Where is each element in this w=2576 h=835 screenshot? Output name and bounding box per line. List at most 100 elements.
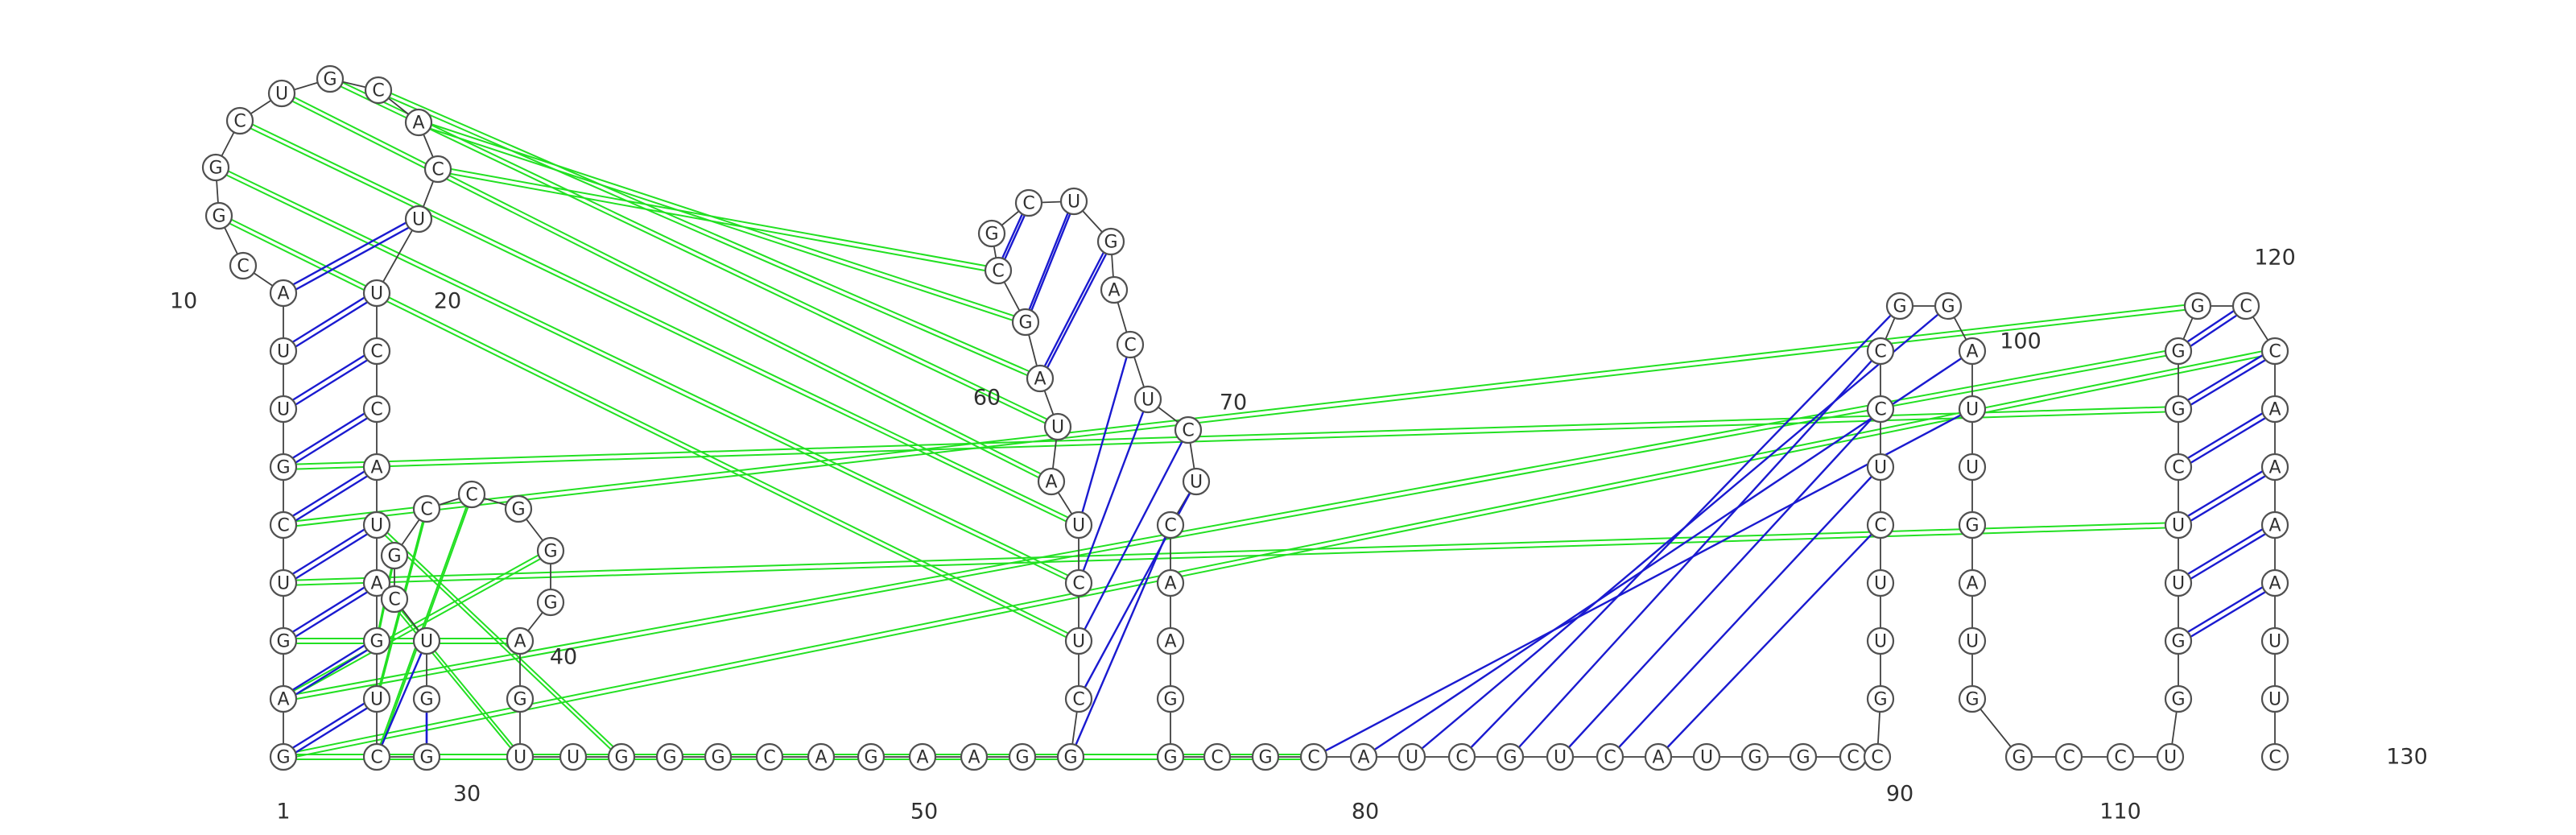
nucleotide-121: A	[2260, 395, 2289, 424]
nucleotide-106: G	[1958, 684, 1987, 713]
base-pair-line	[1411, 305, 1949, 758]
base-pair-line	[2178, 585, 2276, 646]
nucleotide-58: U	[1043, 412, 1072, 441]
base-pair-line	[1024, 204, 1075, 326]
nucleotide-letter: C	[1871, 748, 1883, 768]
nucleotide-77: G	[1251, 742, 1280, 771]
tertiary-interaction-line	[218, 217, 1080, 644]
nucleotide-73: A	[1156, 626, 1185, 655]
tertiary-interaction-line	[283, 348, 2276, 755]
nucleotide-letter: A	[514, 632, 526, 652]
nucleotide-letter: G	[711, 748, 724, 768]
nucleotide-90: C	[1863, 742, 1892, 771]
nucleotide-21: C	[362, 337, 391, 366]
position-label-50: 50	[910, 800, 938, 825]
nucleotide-letter: C	[2062, 748, 2074, 768]
nucleotide-letter: C	[1874, 342, 1886, 362]
nucleotide-letter: C	[388, 590, 400, 610]
nucleotide-letter: G	[1748, 748, 1761, 768]
nucleotide-letter: U	[370, 516, 383, 536]
nucleotide-105: U	[1958, 626, 1987, 655]
nucleotide-126: U	[2260, 684, 2289, 713]
nucleotide-letter: C	[1211, 748, 1223, 768]
nucleotide-letter: U	[1051, 418, 1064, 438]
nucleotide-68: U	[1133, 385, 1162, 414]
nucleotide-letter: C	[2268, 748, 2281, 768]
nucleotide-103: G	[1958, 511, 1987, 539]
nucleotide-29: G	[412, 742, 441, 771]
nucleotide-51: G	[1008, 742, 1037, 771]
nucleotide-76: C	[1203, 742, 1232, 771]
nucleotide-46: C	[755, 742, 784, 771]
nucleotide-letter: U	[567, 748, 580, 768]
position-label-10: 10	[170, 289, 197, 314]
nucleotide-letter: G	[2012, 748, 2025, 768]
nucleotide-letter: G	[1873, 690, 1887, 710]
nucleotide-letter: U	[2268, 690, 2281, 710]
base-pair-line	[1077, 399, 1150, 584]
tertiary-interaction-line	[215, 164, 1080, 581]
nucleotide-17: A	[404, 108, 433, 137]
nucleotide-18: C	[423, 155, 452, 184]
nucleotide-letter: G	[276, 632, 290, 652]
tertiary-interaction-line	[215, 169, 1080, 586]
nucleotide-44: G	[655, 742, 684, 771]
nucleotide-letter: U	[277, 400, 290, 420]
nucleotide-letter: C	[237, 257, 249, 277]
nucleotide-letter: U	[2172, 516, 2185, 536]
nucleotide-10: C	[229, 251, 258, 280]
nucleotide-81: C	[1447, 742, 1476, 771]
nucleotide-letter: G	[1163, 748, 1177, 768]
nucleotide-letter: G	[543, 542, 557, 562]
nucleotide-89: C	[1839, 742, 1868, 771]
nucleotide-71: C	[1156, 511, 1185, 539]
nucleotide-60: G	[1011, 308, 1040, 337]
nucleotide-letter: C	[1022, 194, 1034, 214]
tertiary-interaction-line	[281, 90, 1052, 480]
tertiary-interaction-line	[283, 548, 551, 697]
nucleotide-letter: G	[276, 748, 290, 768]
base-pair-line	[283, 346, 378, 407]
base-pair-line	[283, 578, 378, 639]
nucleotide-letter: C	[277, 516, 289, 536]
nucleotide-letter: G	[2171, 400, 2185, 420]
nucleotide-letter: U	[412, 210, 425, 230]
nucleotide-letter: U	[1874, 574, 1887, 594]
nucleotide-37: G	[536, 536, 565, 565]
nucleotide-15: G	[316, 64, 345, 93]
tertiary-interaction-line	[376, 527, 622, 760]
nucleotide-letter: G	[276, 458, 290, 478]
nucleotide-letter: U	[2164, 748, 2177, 768]
nucleotide-letter: C	[1307, 748, 1319, 768]
nucleotide-20: U	[362, 279, 391, 308]
tertiary-interaction-line	[239, 122, 1080, 528]
nucleotide-28: C	[362, 742, 391, 771]
nucleotide-letter: A	[2268, 400, 2281, 420]
nucleotide-letter: U	[1966, 400, 1979, 420]
nucleotide-57: A	[1037, 467, 1066, 496]
base-pair-line	[1024, 197, 1075, 320]
nucleotide-letter: C	[233, 112, 246, 132]
nucleotide-letter: A	[1034, 370, 1046, 390]
nucleotide-letter: A	[1357, 748, 1369, 768]
tertiary-interaction-line	[418, 124, 1026, 325]
nucleotide-65: G	[1096, 227, 1125, 256]
position-label-90: 90	[1886, 782, 1913, 807]
base-pair-line	[2178, 353, 2276, 414]
nucleotide-108: C	[2054, 742, 2083, 771]
nucleotide-39: A	[506, 626, 535, 655]
nucleotide-letter: C	[1874, 400, 1886, 420]
nucleotide-letter: U	[1966, 632, 1979, 652]
nucleotide-letter: U	[370, 284, 383, 304]
nucleotide-26: G	[362, 626, 391, 655]
nucleotide-letter: G	[387, 547, 401, 567]
nucleotide-letter: G	[614, 748, 628, 768]
nucleotide-79: A	[1349, 742, 1378, 771]
nucleotide-letter: G	[1965, 690, 1979, 710]
nucleotide-84: C	[1596, 742, 1624, 771]
base-pair-line	[1077, 344, 1132, 526]
tertiary-interaction-line	[239, 118, 1080, 523]
nucleotide-letter: G	[511, 500, 525, 520]
nucleotide-82: G	[1496, 742, 1525, 771]
